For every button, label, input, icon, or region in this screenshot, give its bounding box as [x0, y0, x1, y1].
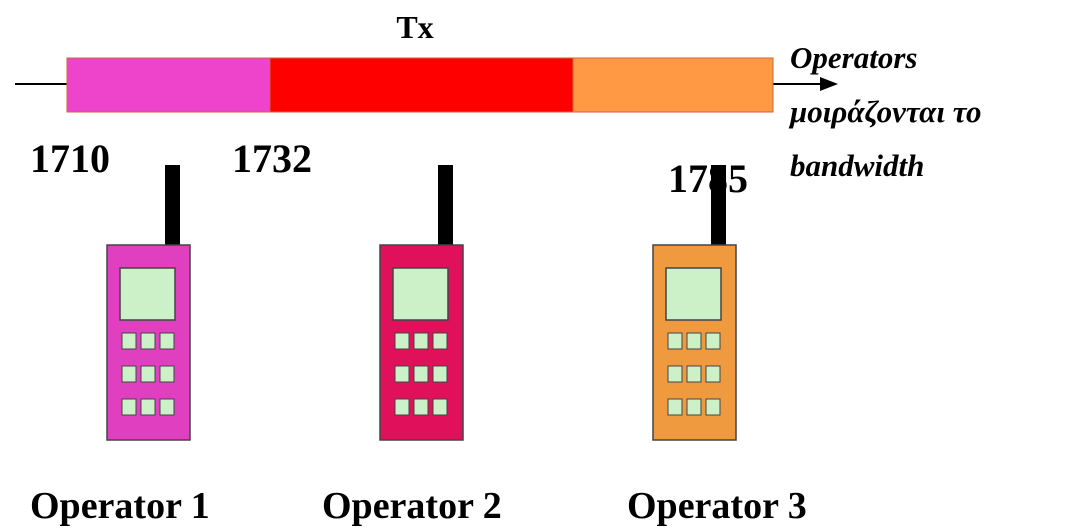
antenna: [711, 165, 726, 247]
phone-key: [413, 398, 429, 416]
phone-key: [432, 365, 448, 383]
phone-key: [686, 365, 702, 383]
phone-key: [705, 398, 721, 416]
phone-key: [667, 398, 683, 416]
phone-key: [394, 398, 410, 416]
frequency-label: 1785: [668, 156, 748, 201]
phone-key: [121, 332, 137, 350]
operator-label: Operator 1: [30, 485, 210, 527]
phone-key: [432, 332, 448, 350]
phone-key: [705, 365, 721, 383]
phones: [106, 165, 737, 441]
frequency-label: 1710: [30, 136, 110, 181]
phone-key: [394, 332, 410, 350]
phone-key: [667, 332, 683, 350]
phone-key: [121, 365, 137, 383]
axis-arrow: [820, 77, 838, 91]
frequency-label: 1732: [232, 136, 312, 181]
band-segment: [269, 57, 574, 113]
antenna: [165, 165, 180, 247]
band-segment: [572, 57, 774, 113]
phone-key: [667, 365, 683, 383]
phone-key: [159, 365, 175, 383]
phone-key: [140, 398, 156, 416]
phone-screen: [392, 267, 449, 321]
phone-screen: [119, 267, 176, 321]
note-line: Operators: [790, 40, 917, 75]
antenna: [438, 165, 453, 247]
phone-key: [686, 398, 702, 416]
phone-key: [394, 365, 410, 383]
phone-key: [413, 332, 429, 350]
phone-key: [705, 332, 721, 350]
phone-key: [159, 398, 175, 416]
phone-key: [140, 365, 156, 383]
phone-key: [686, 332, 702, 350]
phone-key: [159, 332, 175, 350]
operator-label: Operator 2: [322, 485, 502, 527]
phone-key: [140, 332, 156, 350]
note-line: bandwidth: [790, 148, 924, 183]
phone-screen: [665, 267, 722, 321]
phone-key: [121, 398, 137, 416]
note-line: μοιράζονται το: [788, 94, 982, 129]
operator-label: Operator 3: [627, 485, 807, 527]
band-title: Tx: [396, 9, 433, 45]
band-segment: [66, 57, 271, 113]
phone-key: [432, 398, 448, 416]
phone-key: [413, 365, 429, 383]
